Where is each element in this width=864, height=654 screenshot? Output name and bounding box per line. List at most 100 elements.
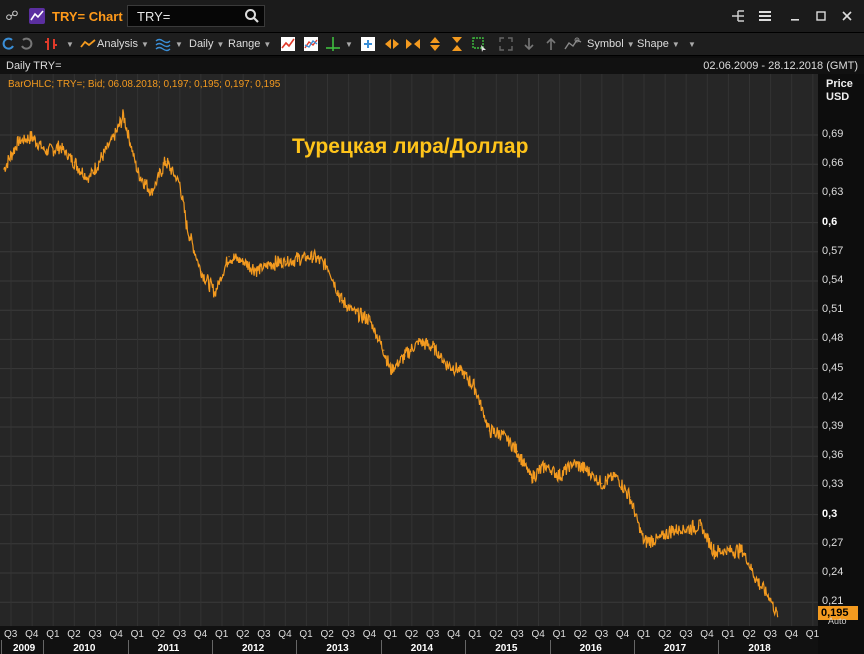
waves-icon[interactable]: [155, 36, 171, 52]
minimize-icon[interactable]: [786, 8, 804, 24]
symbol-label[interactable]: Symbol: [587, 38, 624, 50]
bar-style-icon[interactable]: [43, 36, 59, 52]
link-windows-icon[interactable]: [729, 8, 747, 24]
auto-scale-label[interactable]: Auto: [828, 616, 847, 626]
date-range: 02.06.2009 - 28.12.2018 (GMT): [703, 60, 858, 72]
price-point: [3, 168, 5, 170]
price-axis-header: Price USD: [826, 78, 853, 104]
zoom-in-h-icon[interactable]: [405, 36, 421, 52]
bar-style-dropdown[interactable]: ▼: [66, 40, 74, 49]
chart-toolbar: ▼ Analysis ▼ ▼ Daily ▼ Range ▼ ▼ Symbol ▼ Sh…: [0, 33, 864, 56]
zoom-box-icon[interactable]: [360, 36, 376, 52]
quarter-tick-label: Q3: [172, 629, 187, 640]
price-chart[interactable]: [0, 74, 818, 626]
price-point: [17, 141, 19, 143]
quarter-tick-label: Q1: [468, 629, 482, 640]
interval-menu[interactable]: Daily ▼: [189, 38, 225, 50]
quarter-tick-label: Q2: [658, 629, 672, 640]
price-point: [559, 475, 561, 477]
year-tick-label: 2013: [326, 643, 349, 654]
quarter-tick-label: Q4: [700, 629, 714, 640]
symbol-icon: [564, 36, 582, 52]
chart-plot-area[interactable]: BarOHLC; TRY=; Bid; 06.08.2018; 0,197; 0…: [0, 74, 818, 626]
price-point: [340, 299, 343, 302]
more-dropdown[interactable]: ▼: [688, 40, 696, 49]
quarter-tick-label: Q2: [236, 629, 250, 640]
ric-input[interactable]: TRY=: [127, 5, 265, 27]
shape-label[interactable]: Shape: [637, 38, 669, 50]
quarter-tick-label: Q3: [594, 629, 609, 640]
arrow-down-icon[interactable]: [521, 36, 537, 52]
zoom-in-v-icon[interactable]: [449, 36, 465, 52]
zoom-out-h-icon[interactable]: [384, 36, 400, 52]
price-tick-label: 0,42: [822, 390, 844, 403]
quarter-tick-label: Q1: [46, 629, 60, 640]
line-chart-icon[interactable]: [280, 36, 296, 52]
time-axis[interactable]: Q3 Q4 Q1 Q2 Q3 Q4 Q1 Q2 Q3 Q4 Q1 Q2 Q3 Q4 Q1 Q2 Q3 Q4 Q1 Q2…: [0, 626, 819, 654]
fit-icon[interactable]: [498, 36, 514, 52]
price-point: [671, 529, 673, 531]
year-tick-label: 2016: [579, 643, 602, 654]
price-point: [573, 462, 575, 464]
price-point: [214, 292, 216, 294]
crosshair-icon[interactable]: [325, 36, 341, 52]
price-point: [488, 430, 490, 432]
compare-chart-icon[interactable]: [303, 36, 319, 52]
price-tick-label: 0,6: [822, 215, 838, 228]
price-point: [432, 346, 434, 348]
price-point: [59, 146, 61, 148]
price-point: [101, 155, 104, 158]
chart-header: Daily TRY= 02.06.2009 - 28.12.2018 (GMT): [0, 58, 864, 74]
ric-input-value[interactable]: TRY=: [137, 9, 171, 24]
price-point: [460, 369, 462, 372]
price-point: [383, 349, 385, 351]
price-point: [284, 260, 286, 263]
link-icon[interactable]: ☍: [5, 8, 19, 23]
price-point: [777, 616, 779, 618]
shape-menu[interactable]: Shape ▼: [637, 38, 680, 50]
refresh-icon[interactable]: [19, 36, 35, 52]
symbol-menu[interactable]: Symbol ▼: [587, 38, 635, 50]
chart-app-icon: [29, 8, 45, 24]
price-tick-label: 0,36: [822, 449, 844, 462]
price-tick-label: 0,57: [822, 244, 844, 257]
year-separator: [549, 640, 551, 654]
price-tick-label: 0,3: [822, 507, 838, 520]
quarter-tick-label: Q3: [510, 629, 524, 640]
quarter-tick-label: Q3: [679, 629, 693, 640]
price-point: [45, 150, 47, 153]
price-point: [741, 550, 744, 552]
back-icon[interactable]: [0, 36, 16, 52]
range-label[interactable]: Range: [228, 38, 261, 50]
crosshair-dropdown[interactable]: ▼: [345, 40, 353, 49]
price-point: [312, 256, 315, 258]
menu-icon[interactable]: [756, 8, 774, 24]
quarter-tick-label: Q1: [299, 629, 313, 640]
range-menu[interactable]: Range ▼: [228, 38, 272, 50]
price-point: [369, 319, 371, 321]
waves-dropdown[interactable]: ▼: [175, 40, 183, 49]
quarter-tick-label: Q3: [763, 629, 777, 640]
window-title: TRY= Chart: [52, 9, 123, 24]
quarter-tick-label: Q1: [721, 629, 735, 640]
analysis-label[interactable]: Analysis: [97, 38, 138, 50]
close-icon[interactable]: [838, 8, 856, 24]
select-area-icon[interactable]: [471, 36, 487, 52]
price-series-line[interactable]: [3, 109, 779, 617]
price-point: [355, 312, 357, 314]
price-point: [685, 528, 687, 530]
maximize-icon[interactable]: [812, 8, 830, 24]
search-icon[interactable]: [244, 8, 260, 24]
quarter-tick-label: Q1: [130, 629, 144, 640]
quarter-tick-label: Q3: [88, 629, 102, 640]
arrow-up-icon[interactable]: [543, 36, 559, 52]
price-axis-title: Price: [826, 78, 853, 90]
price-point: [474, 387, 476, 389]
quarter-tick-label: Q3: [4, 629, 18, 640]
year-tick-label: 2011: [157, 643, 180, 654]
interval-label[interactable]: Daily: [189, 38, 214, 50]
price-point: [228, 256, 230, 258]
zoom-out-v-icon[interactable]: [427, 36, 443, 52]
price-point: [516, 450, 519, 452]
analysis-menu[interactable]: Analysis ▼: [97, 38, 149, 50]
